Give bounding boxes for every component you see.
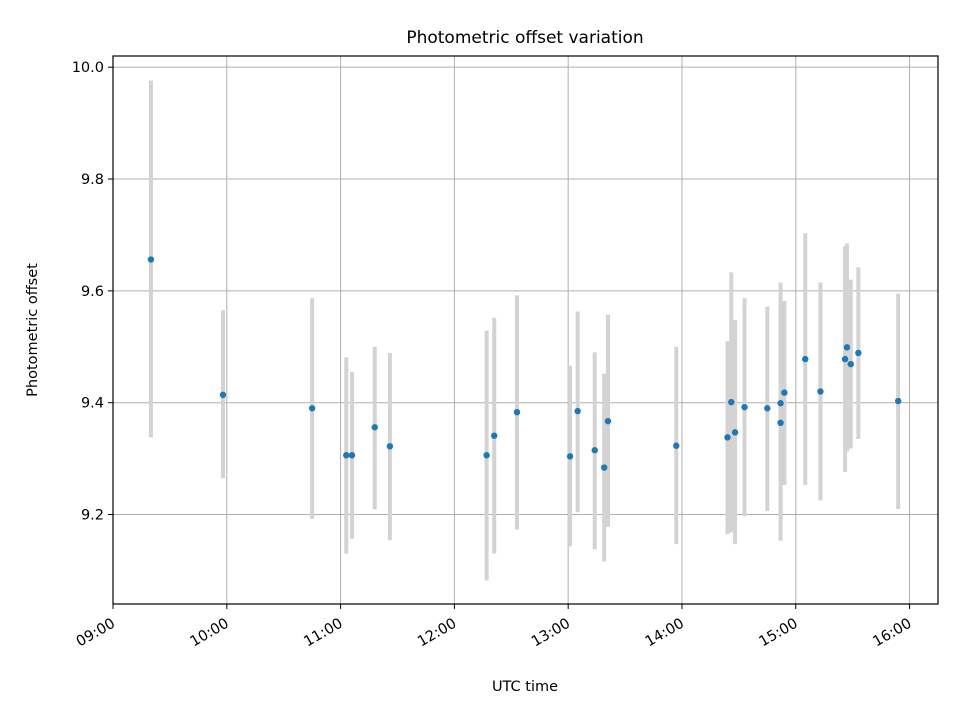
- data-point: [308, 405, 316, 412]
- data-point: [724, 434, 731, 441]
- data-point: [841, 355, 849, 363]
- plot-frame: [112, 55, 939, 605]
- y-axis-ticks: 9.2 9.4 9.6 9.8 10.0: [72, 60, 113, 524]
- data-point: [802, 355, 809, 363]
- data-point: [673, 442, 680, 449]
- y-tick-label: 9.6: [81, 284, 104, 300]
- data-point: [728, 398, 735, 406]
- data-point: [513, 409, 521, 416]
- y-tick-label: 9.8: [81, 172, 104, 188]
- y-tick-label: 9.4: [81, 396, 104, 412]
- data-point: [894, 397, 902, 405]
- data-point: [386, 443, 394, 450]
- y-axis-label: Photometric offset: [25, 263, 41, 397]
- data-point: [817, 388, 824, 395]
- data-point: [604, 417, 612, 425]
- data-point: [777, 419, 784, 427]
- data-point: [219, 391, 227, 399]
- data-point: [601, 464, 608, 471]
- data-point: [781, 389, 788, 396]
- data-points: [147, 256, 902, 471]
- y-tick-label: 9.2: [81, 508, 104, 524]
- data-point: [764, 405, 771, 412]
- data-point: [147, 256, 155, 263]
- plot-area: [113, 56, 938, 604]
- data-point: [491, 432, 498, 439]
- data-point: [348, 452, 356, 459]
- data-point: [843, 344, 851, 351]
- x-axis-label: UTC time: [492, 679, 558, 695]
- y-tick-label: 10.0: [72, 60, 104, 76]
- data-point: [343, 452, 350, 459]
- data-point: [777, 400, 784, 407]
- data-point: [731, 429, 739, 436]
- data-point: [741, 403, 748, 411]
- data-point: [566, 453, 574, 460]
- grid-lines: [112, 56, 938, 604]
- data-point: [371, 424, 378, 431]
- data-point: [847, 360, 854, 368]
- data-point: [855, 349, 862, 357]
- chart-title: Photometric offset variation: [406, 28, 643, 48]
- data-point: [574, 407, 581, 415]
- data-point: [591, 447, 598, 454]
- data-point: [483, 452, 490, 459]
